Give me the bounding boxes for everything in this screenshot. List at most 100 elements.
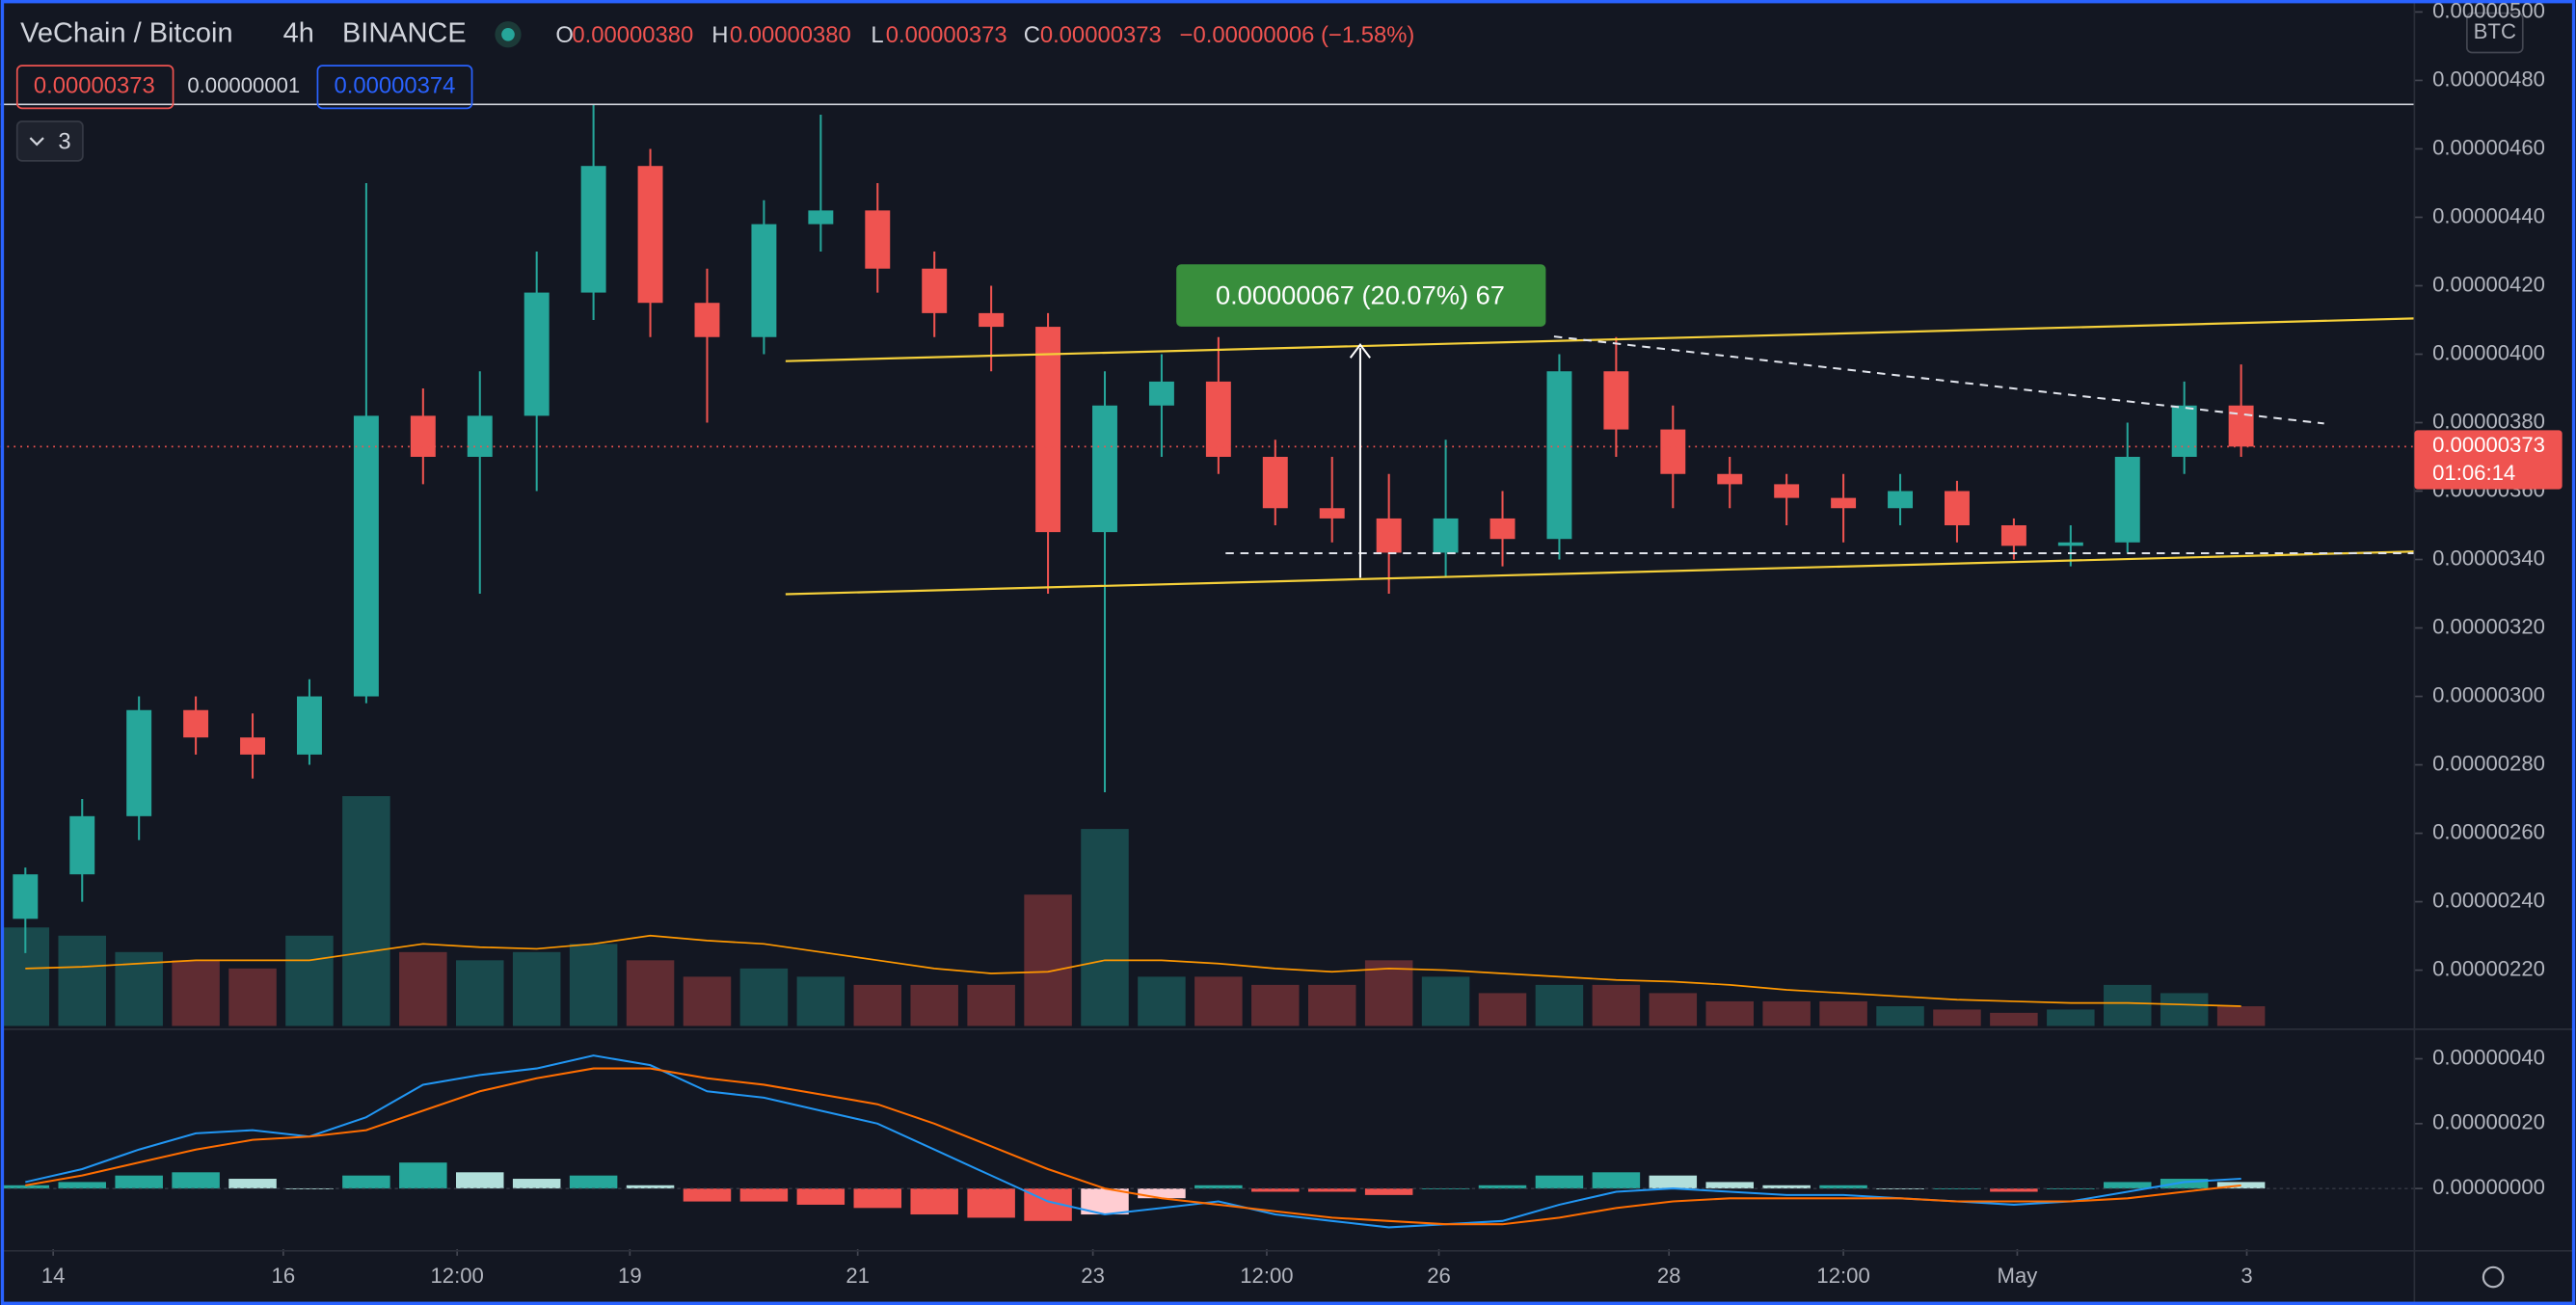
candle-body [183,709,209,738]
volume-bar [342,796,390,1026]
volume-bar [2160,993,2209,1026]
volume-bar [1081,829,1129,1026]
candle-body [2228,405,2254,447]
candle-body [1831,497,1857,509]
macd-histogram-bar [1478,1185,1527,1189]
candle-body [69,815,95,875]
volume-bar [512,951,561,1026]
change: −0.00000006 (−1.58%) [1180,22,1415,48]
measure-box [1176,264,1546,327]
last-price-tag [2414,430,2563,490]
candle-body [297,696,322,755]
x-tick-label: 12:00 [1816,1264,1869,1288]
volume-bar [796,976,845,1026]
spread: 0.00000001 [187,73,300,97]
volume-bar [228,968,277,1026]
candle-body [1546,371,1572,540]
candle-body [1148,381,1174,406]
macd-histogram-bar [1535,1175,1584,1189]
candle-body [240,737,265,755]
macd-histogram-bar [1933,1188,1981,1189]
macd-histogram-bar [399,1162,447,1189]
x-tick-label: 3 [2241,1264,2252,1288]
candle-body [467,415,493,458]
bid-box[interactable] [15,65,174,110]
macd-histogram-bar [58,1182,106,1189]
macd-histogram-bar [115,1175,163,1189]
macd-histogram-bar [739,1188,789,1202]
chevron [29,137,44,146]
volume-bar [1138,976,1186,1026]
candle-body [580,166,606,293]
y-tick-label: 0.00000300 [2432,682,2545,706]
macd-histogram-bar [342,1175,390,1189]
volume-bar [1649,993,1698,1026]
volume-bar [2047,1009,2095,1026]
volume-bar [1705,1000,1754,1026]
volume-bar [569,944,618,1026]
volume-bar [967,984,1015,1026]
volume-bar [2216,1006,2266,1026]
candle-body [694,303,720,337]
y-tick-label: 0.00000340 [2432,546,2545,570]
y-tick-label: 0.00000440 [2432,203,2545,227]
ohlc-value: 0.00000380 [572,22,693,48]
indicator-toggle[interactable] [15,120,84,162]
volume-bar [1933,1009,1981,1026]
x-tick-label: 19 [618,1264,642,1288]
y-tick-label: 0.00000220 [2432,956,2545,980]
y-tick-label: 0.00000500 [2432,0,2545,22]
ohlc-key: H [711,22,728,48]
volume-bar [1364,960,1413,1026]
ohlc-key: L [871,22,883,48]
currency-box[interactable] [2466,12,2524,54]
ask-price: 0.00000374 [335,73,456,99]
legend-header: VeChain / Bitcoin 4h BINANCE O 0.0000038… [15,12,2524,162]
settings-icon[interactable] [2482,1265,2505,1289]
macd-histogram-bar [512,1179,561,1189]
macd-histogram-bar [1649,1175,1698,1189]
candle-body [865,210,891,269]
y-tick-label: 0.00000260 [2432,819,2545,843]
macd-histogram-bar [1138,1188,1186,1199]
ask-box[interactable] [316,65,473,110]
volume-bar [910,984,958,1026]
indicator-count: 3 [58,128,70,154]
candle-body [637,166,663,304]
candle-body [1035,327,1061,533]
currency: BTC [2474,19,2516,43]
x-tick-label: May [1998,1264,2039,1288]
volume-bar [1251,984,1300,1026]
x-tick-label: 16 [272,1264,296,1288]
y-tick-label: 0.00000400 [2432,340,2545,364]
candle-body [751,224,777,337]
macd-histogram-bar [910,1188,958,1215]
ohlc-key: C [1024,22,1040,48]
candle-body [523,292,550,416]
candle-body [2057,542,2083,546]
symbol: VeChain / Bitcoin [20,17,232,48]
candle-body [126,709,152,816]
y2-tick-label: 0.00000000 [2432,1175,2545,1199]
y-tick-label: 0.00000240 [2432,888,2545,912]
candle-body [1944,491,1970,526]
volume-bar [1762,1000,1811,1026]
candle-body [2114,457,2140,543]
measure-label: 0.00000067 (20.07%) 67 [1216,280,1505,309]
candle-body [13,874,39,919]
macd-histogram-bar [1364,1188,1413,1195]
signal-line [25,1067,2241,1226]
candle-body [1660,429,1686,474]
y-tick-label: 0.00000320 [2432,614,2545,638]
candle-body [2000,525,2026,546]
x-tick-label: 12:00 [1240,1264,1293,1288]
y2-tick-label: 0.00000020 [2432,1110,2545,1134]
candle-body [922,268,948,313]
macd-histogram-bar [1819,1185,1867,1189]
channel-bottom [785,550,2415,596]
macd-histogram-bar [1762,1185,1811,1189]
y-tick-label: 0.00000460 [2432,135,2545,159]
